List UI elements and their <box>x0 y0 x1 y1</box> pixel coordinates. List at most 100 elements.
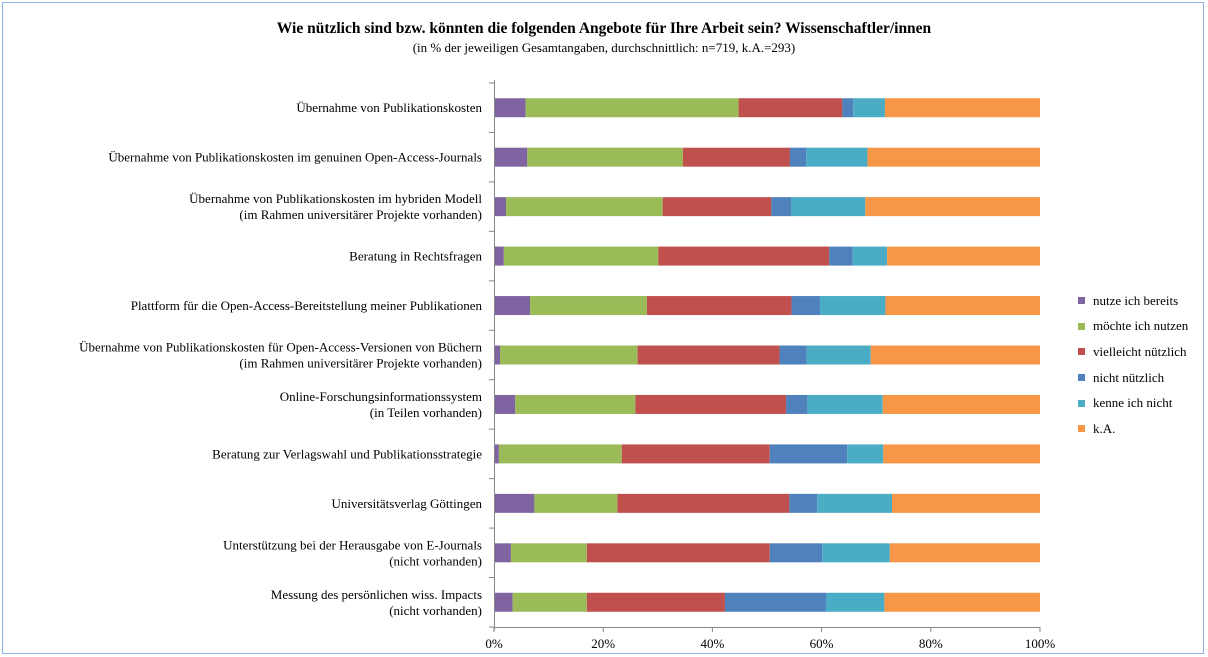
legend-label-6: k.A. <box>1093 420 1116 436</box>
bar-segment-1-1 <box>494 98 526 118</box>
bar-segment-6-6 <box>870 345 1040 365</box>
legend-label-5: kenne ich nicht <box>1093 395 1173 411</box>
legend-swatch-1 <box>1078 297 1085 305</box>
legend-swatch-5 <box>1078 399 1085 407</box>
bar-segment-11-6 <box>884 592 1040 612</box>
bar-segment-4-5 <box>852 246 888 266</box>
bar-segment-10-6 <box>889 543 1040 563</box>
bar-segment-11-1 <box>494 592 513 612</box>
legend-item-5: kenne ich nicht <box>1078 390 1188 416</box>
bar-segment-10-1 <box>494 543 511 563</box>
x-tick-label-0: 0% <box>485 636 503 651</box>
category-label-6-line-2: (im Rahmen universitärer Projekte vorhan… <box>239 356 482 371</box>
legend-swatch-6 <box>1078 425 1085 433</box>
bar-segment-9-1 <box>494 493 535 513</box>
legend-item-6: k.A. <box>1078 416 1188 442</box>
category-label-1: Übernahme von Publikationskosten <box>296 100 482 115</box>
bar-segment-10-3 <box>586 543 770 563</box>
legend-item-3: vielleicht nützlich <box>1078 339 1188 365</box>
legend-item-4: nicht nützlich <box>1078 365 1188 391</box>
bar-segment-8-3 <box>621 444 770 464</box>
bar-segment-9-6 <box>892 493 1040 513</box>
category-label-9: Universitätsverlag Göttingen <box>331 496 482 511</box>
chart-subtitle: (in % der jeweiligen Gesamtangaben, durc… <box>412 40 796 55</box>
bar-segment-1-6 <box>884 98 1040 118</box>
bar-segment-6-3 <box>637 345 780 365</box>
bar-segment-8-2 <box>498 444 622 464</box>
bar-segment-6-2 <box>500 345 638 365</box>
bar-segment-2-5 <box>806 147 868 167</box>
bar-segment-1-5 <box>853 98 885 118</box>
bar-segment-9-2 <box>534 493 618 513</box>
bar-segment-3-1 <box>494 197 507 217</box>
bar-segment-1-4 <box>842 98 854 118</box>
bar-segment-7-3 <box>635 394 787 414</box>
category-label-7-line-2: (in Teilen vorhanden) <box>370 405 482 420</box>
category-label-11-line-1: Messung des persönlichen wiss. Impacts <box>271 587 482 602</box>
x-tick-label-5: 100% <box>1025 636 1056 651</box>
bar-segment-3-5 <box>791 197 866 217</box>
bar-segment-2-2 <box>527 147 683 167</box>
category-label-3-line-1: Übernahme von Publikationskosten im hybr… <box>189 191 482 206</box>
bar-segment-7-1 <box>494 394 516 414</box>
legend-label-3: vielleicht nützlich <box>1093 343 1187 359</box>
bar-segment-1-2 <box>525 98 739 118</box>
legend-label-4: nicht nützlich <box>1093 369 1165 385</box>
category-label-10-line-2: (nicht vorhanden) <box>389 553 482 568</box>
category-label-3-line-2: (im Rahmen universitärer Projekte vorhan… <box>239 207 482 222</box>
bar-segment-4-2 <box>503 246 659 266</box>
bar-segment-10-5 <box>822 543 890 563</box>
bar-segment-5-3 <box>646 296 792 316</box>
bar-segment-7-2 <box>515 394 636 414</box>
bar-segment-6-1 <box>494 345 501 365</box>
bar-segment-5-5 <box>819 296 886 316</box>
category-label-5: Plattform für die Open-Access-Bereitstel… <box>131 298 483 313</box>
bar-segment-5-1 <box>494 296 531 316</box>
legend-item-2: möchte ich nutzen <box>1078 314 1188 340</box>
bar-segment-4-6 <box>887 246 1040 266</box>
bar-segment-6-4 <box>779 345 807 365</box>
x-tick-label-1: 20% <box>591 636 615 651</box>
legend-item-1: nutze ich bereits <box>1078 288 1188 314</box>
bar-segment-8-1 <box>494 444 499 464</box>
category-label-10-line-1: Unterstützung bei der Herausgabe von E-J… <box>223 537 482 552</box>
category-label-11-line-2: (nicht vorhanden) <box>389 603 482 618</box>
bar-segment-2-1 <box>494 147 528 167</box>
category-label-8: Beratung zur Verlagswahl und Publikation… <box>212 446 482 461</box>
x-tick-label-3: 60% <box>810 636 834 651</box>
bar-segment-4-4 <box>829 246 853 266</box>
bar-segment-3-4 <box>771 197 792 217</box>
bar-segment-1-3 <box>738 98 843 118</box>
bar-segment-3-6 <box>865 197 1040 217</box>
category-label-7-line-1: Online-Forschungsinformationssystem <box>280 389 482 404</box>
bar-segment-4-3 <box>658 246 830 266</box>
bar-segment-9-3 <box>617 493 790 513</box>
bar-segment-10-2 <box>510 543 587 563</box>
chart-title: Wie nützlich sind bzw. könnten die folge… <box>276 20 932 37</box>
bar-segment-5-4 <box>791 296 820 316</box>
bar-segment-3-2 <box>506 197 663 217</box>
category-label-2: Übernahme von Publikationskosten im genu… <box>108 150 482 165</box>
bar-segment-9-5 <box>817 493 893 513</box>
bar-segment-8-6 <box>883 444 1040 464</box>
bar-segment-7-6 <box>882 394 1040 414</box>
category-label-6-line-1: Übernahme von Publikationskosten für Ope… <box>79 340 482 355</box>
bar-segment-2-4 <box>789 147 807 167</box>
bar-segment-10-4 <box>769 543 823 563</box>
legend-label-2: möchte ich nutzen <box>1093 318 1189 334</box>
bar-segment-7-5 <box>807 394 883 414</box>
legend-label-1: nutze ich bereits <box>1093 292 1179 308</box>
legend-swatch-3 <box>1078 348 1085 356</box>
legend-swatch-2 <box>1078 322 1085 330</box>
bar-segment-6-5 <box>806 345 871 365</box>
bar-segment-9-4 <box>789 493 818 513</box>
bar-segment-5-6 <box>885 296 1040 316</box>
category-label-4: Beratung in Rechtsfragen <box>349 249 482 264</box>
bar-segment-8-5 <box>847 444 884 464</box>
x-tick-label-2: 40% <box>700 636 724 651</box>
bar-segment-2-3 <box>682 147 790 167</box>
bar-segment-2-6 <box>867 147 1040 167</box>
bar-segment-7-4 <box>786 394 808 414</box>
